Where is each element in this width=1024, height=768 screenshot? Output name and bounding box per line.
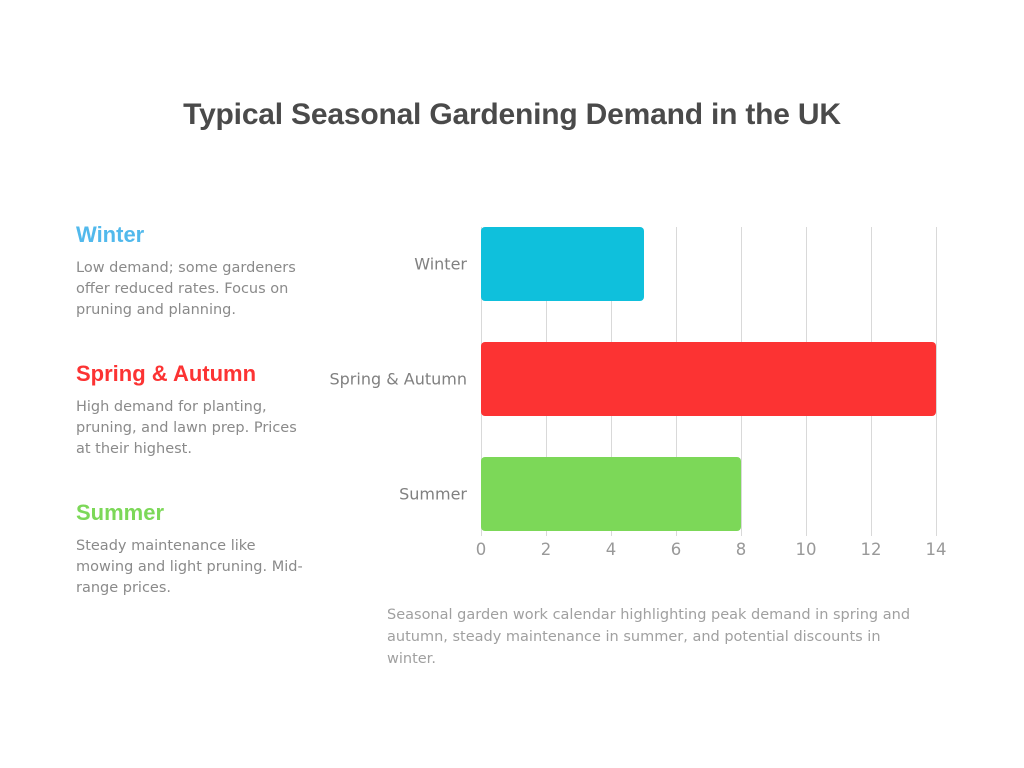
x-axis-tick-label: 0 — [475, 540, 487, 559]
chart-caption: Seasonal garden work calendar highlighti… — [387, 607, 911, 667]
season-block-summer: Summer Steady maintenance like mowing an… — [76, 500, 308, 599]
bar-row[interactable]: Winter — [414, 227, 936, 301]
category-label: Spring & Autumn — [329, 369, 467, 389]
season-legend-sidebar: Winter Low demand; some gardeners offer … — [76, 222, 308, 637]
season-description-summer: Steady maintenance like mowing and light… — [76, 538, 303, 596]
chart-plot-area: Winter Spring & Autumn Summer 0 2 4 6 8 10 12 14 — [329, 227, 947, 559]
page-title: Typical Seasonal Gardening Demand in the… — [183, 98, 841, 131]
x-axis-tick-label: 12 — [860, 540, 882, 559]
category-label: Summer — [399, 484, 467, 504]
season-description-winter: Low demand; some gardeners offer reduced… — [76, 260, 296, 318]
x-axis-tick-label: 8 — [735, 540, 747, 559]
bar-spring-autumn[interactable] — [481, 342, 936, 416]
bar-chart: Winter Spring & Autumn Summer 0 2 4 6 8 10 12 14 — [318, 222, 958, 562]
season-heading-winter: Winter — [76, 222, 145, 247]
x-axis-tick-label: 4 — [605, 540, 617, 559]
season-description-spring-autumn: High demand for planting, pruning, and l… — [76, 399, 297, 457]
season-block-spring-autumn: Spring & Autumn High demand for planting… — [76, 361, 308, 460]
x-axis-tick-label: 6 — [670, 540, 682, 559]
category-label: Winter — [414, 254, 467, 274]
season-heading-summer: Summer — [76, 500, 165, 525]
x-axis-tick-label: 2 — [540, 540, 552, 559]
x-axis-tick-label: 10 — [795, 540, 817, 559]
season-block-winter: Winter Low demand; some gardeners offer … — [76, 222, 308, 321]
x-axis-tick-label: 14 — [925, 540, 947, 559]
gridline — [936, 227, 937, 536]
season-heading-spring-autumn: Spring & Autumn — [76, 361, 257, 386]
bar-row[interactable]: Summer — [399, 457, 936, 531]
bar-winter[interactable] — [481, 227, 644, 301]
bar-summer[interactable] — [481, 457, 741, 531]
bar-row[interactable]: Spring & Autumn — [329, 342, 936, 416]
